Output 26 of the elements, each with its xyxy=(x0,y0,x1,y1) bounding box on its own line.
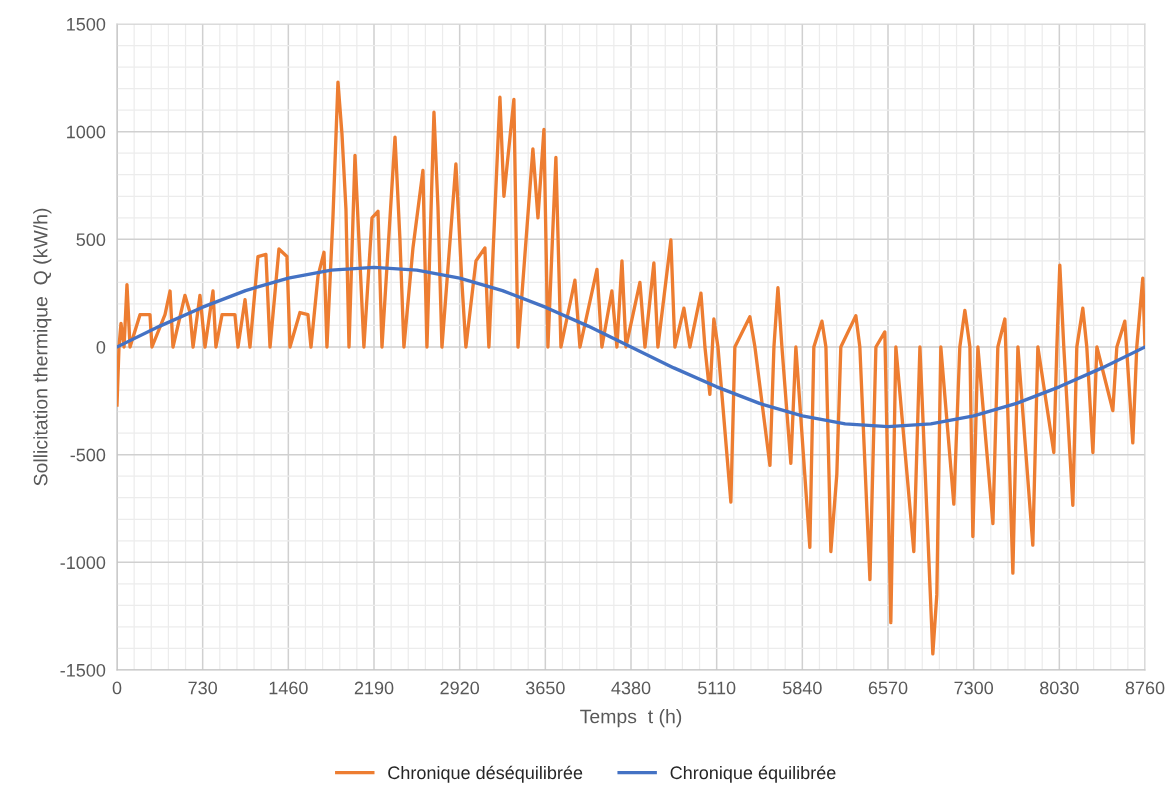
y-tick-label: 500 xyxy=(76,233,106,247)
line-series xyxy=(117,80,1145,656)
x-tick-label: 0 xyxy=(112,681,122,695)
line-series xyxy=(117,265,1145,429)
x-tick-label: 5840 xyxy=(782,681,822,695)
y-tick-label: 0 xyxy=(96,340,106,354)
x-axis-title: Temps t (h) xyxy=(580,709,682,728)
y-axis-title: Sollicitation thermique Q (kW/h) xyxy=(33,208,52,486)
y-tick-label: -1000 xyxy=(60,556,106,570)
legend-label: Chronique équilibrée xyxy=(670,765,836,783)
x-tick-label: 5110 xyxy=(697,681,736,695)
x-tick-label: 1460 xyxy=(269,681,308,695)
x-tick-label: 4380 xyxy=(611,681,651,695)
y-tick-label: -500 xyxy=(70,448,106,462)
y-tick-label: 1500 xyxy=(67,17,106,31)
x-tick-label: 7300 xyxy=(954,681,994,695)
x-tick-label: 2190 xyxy=(354,681,394,695)
x-tick-label: 8760 xyxy=(1125,681,1165,695)
x-tick-label: 2920 xyxy=(440,681,480,695)
x-tick-label: 730 xyxy=(188,681,218,695)
x-tick-label: 8030 xyxy=(1040,681,1079,695)
x-tick-label: 3650 xyxy=(525,681,565,695)
y-tick-label: 1000 xyxy=(67,125,106,139)
y-tick-label: -1500 xyxy=(60,663,106,677)
x-tick-label: 6570 xyxy=(868,681,908,695)
legend-label: Chronique déséquilibrée xyxy=(388,765,583,783)
